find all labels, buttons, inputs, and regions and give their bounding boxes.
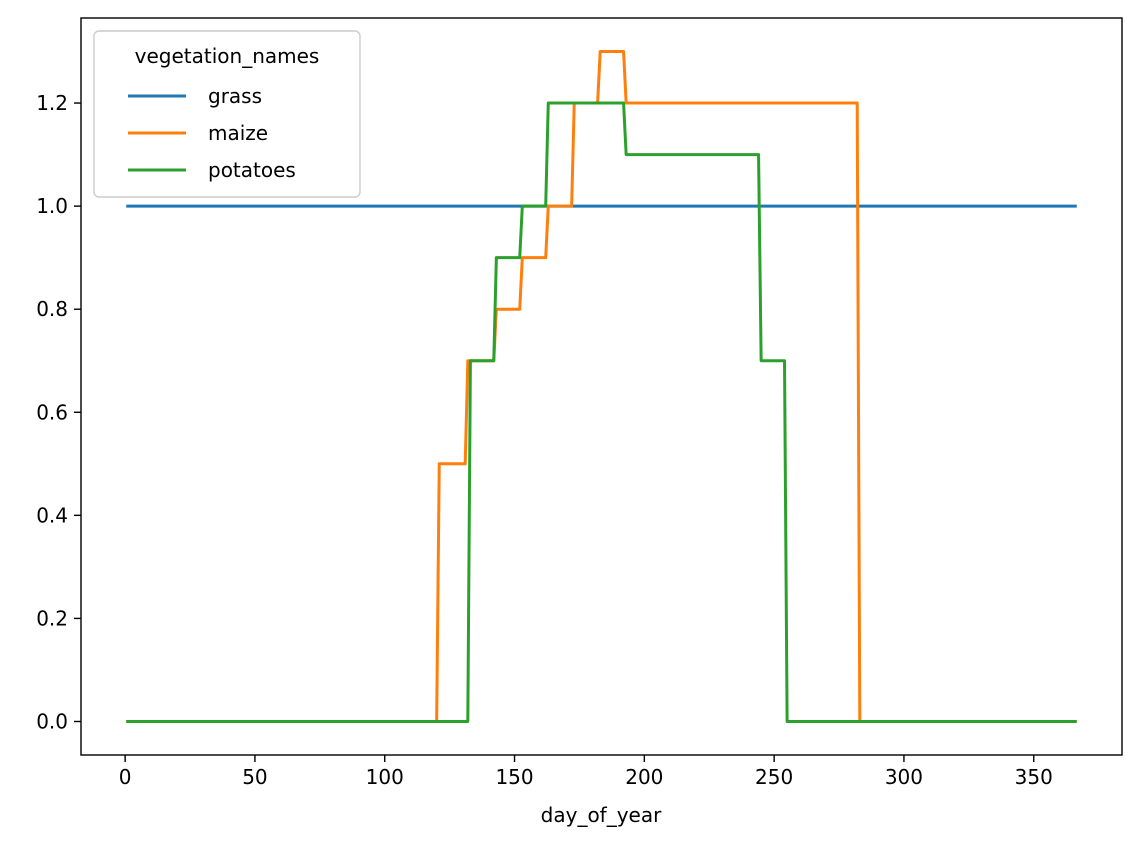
y-axis: 0.0 0.2 0.4 0.6 0.8 1.0 1.2 bbox=[36, 91, 81, 734]
x-tick-label: 300 bbox=[885, 765, 923, 789]
y-tick-label: 1.2 bbox=[36, 91, 68, 115]
series-line-maize bbox=[126, 50, 1077, 723]
y-tick-label: 0.8 bbox=[36, 297, 68, 321]
x-axis: 0 50 100 150 200 250 300 350 bbox=[119, 755, 1053, 789]
x-tick-label: 250 bbox=[755, 765, 793, 789]
legend-entries: grass maize potatoes bbox=[128, 84, 296, 182]
y-tick-label: 0.6 bbox=[36, 400, 68, 424]
legend-label-grass: grass bbox=[208, 84, 262, 108]
plot-frame bbox=[80, 17, 1123, 756]
y-tick-label: 0.0 bbox=[36, 710, 68, 734]
legend: vegetation_names grass maize potatoes bbox=[93, 30, 361, 198]
x-tick-label: 50 bbox=[242, 765, 267, 789]
y-tick-label: 0.4 bbox=[36, 503, 68, 527]
legend-title: vegetation_names bbox=[135, 44, 320, 68]
y-tick-label: 1.0 bbox=[36, 194, 68, 218]
legend-label-maize: maize bbox=[208, 121, 268, 145]
x-tick-label: 150 bbox=[495, 765, 533, 789]
legend-box bbox=[93, 30, 361, 198]
x-tick-label: 100 bbox=[366, 765, 404, 789]
x-tick-label: 350 bbox=[1015, 765, 1053, 789]
x-tick-label: 0 bbox=[119, 765, 132, 789]
series-line-potatoes bbox=[126, 101, 1077, 723]
x-axis-label: day_of_year bbox=[541, 803, 662, 827]
x-tick-label: 200 bbox=[625, 765, 663, 789]
legend-label-potatoes: potatoes bbox=[208, 158, 296, 182]
series-layer bbox=[126, 50, 1077, 723]
y-tick-label: 0.2 bbox=[36, 606, 68, 630]
